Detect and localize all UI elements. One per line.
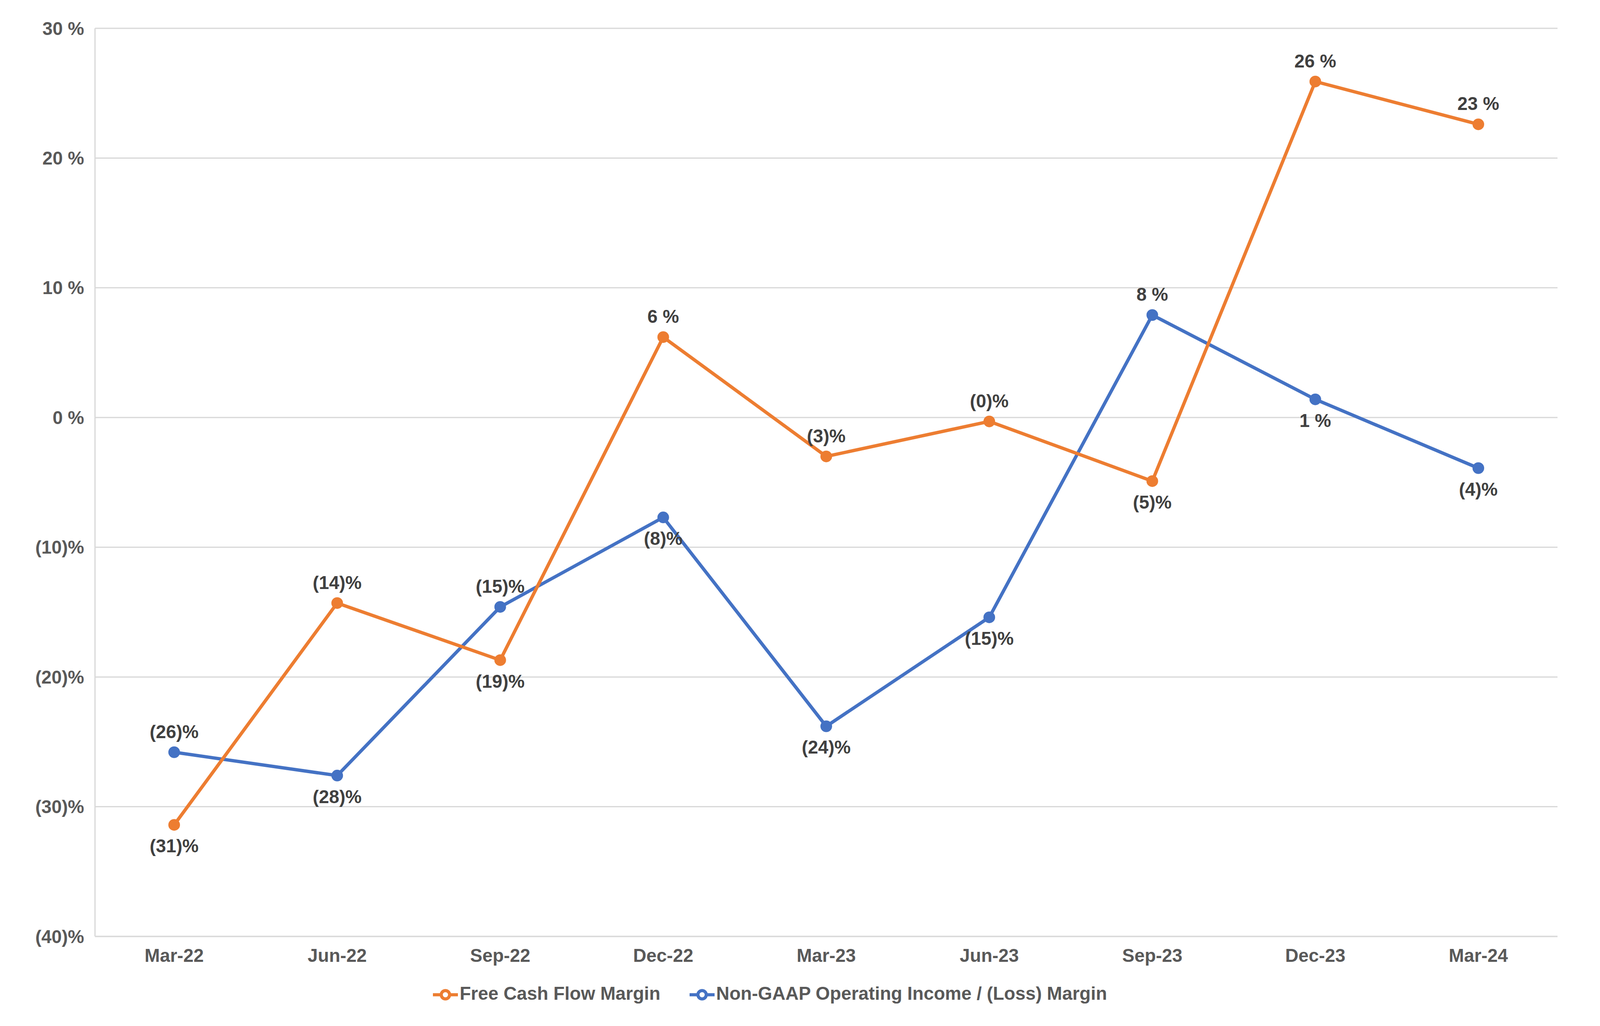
svg-text:Dec-22: Dec-22 (633, 945, 694, 966)
svg-text:30 %: 30 % (42, 18, 85, 39)
svg-text:(0)%: (0)% (970, 390, 1009, 412)
svg-text:Dec-23: Dec-23 (1285, 945, 1346, 966)
svg-text:6 %: 6 % (647, 306, 680, 327)
svg-text:(15)%: (15)% (965, 628, 1014, 649)
svg-text:Jun-23: Jun-23 (959, 945, 1019, 966)
svg-text:(24)%: (24)% (801, 737, 851, 758)
svg-text:26 %: 26 % (1294, 50, 1337, 72)
svg-text:(8)%: (8)% (643, 528, 683, 549)
svg-text:(40)%: (40)% (35, 926, 85, 948)
svg-text:(15)%: (15)% (475, 576, 525, 597)
svg-text:Jun-22: Jun-22 (307, 945, 367, 966)
svg-text:8 %: 8 % (1136, 284, 1169, 305)
svg-text:(20)%: (20)% (35, 667, 85, 688)
svg-text:(3)%: (3)% (807, 425, 846, 447)
svg-text:Mar-23: Mar-23 (796, 945, 856, 966)
html-text:Free Cash Flow Margin: Free Cash Flow Margin (459, 983, 661, 1004)
svg-text:(31)%: (31)% (149, 835, 199, 857)
svg-text:23 %: 23 % (1457, 93, 1500, 114)
svg-text:Mar-22: Mar-22 (144, 945, 204, 966)
svg-text:10 %: 10 % (42, 277, 85, 298)
svg-text:20 %: 20 % (42, 147, 85, 169)
svg-text:Mar-24: Mar-24 (1448, 945, 1508, 966)
svg-text:(14)%: (14)% (312, 572, 362, 593)
svg-text:Sep-23: Sep-23 (1122, 945, 1183, 966)
html-text:Non-GAAP Operating Income / (L: Non-GAAP Operating Income / (Loss) Margi… (716, 983, 1107, 1004)
svg-text:(30)%: (30)% (35, 796, 85, 818)
svg-text:(26)%: (26)% (149, 721, 199, 743)
svg-text:(10)%: (10)% (35, 537, 85, 558)
svg-text:(5)%: (5)% (1132, 492, 1172, 513)
svg-text:(19)%: (19)% (475, 671, 525, 692)
svg-text:0 %: 0 % (52, 407, 85, 428)
svg-text:Sep-22: Sep-22 (470, 945, 530, 966)
svg-text:1 %: 1 % (1299, 410, 1332, 431)
svg-text:(4)%: (4)% (1459, 479, 1498, 500)
svg-text:(28)%: (28)% (312, 786, 362, 808)
